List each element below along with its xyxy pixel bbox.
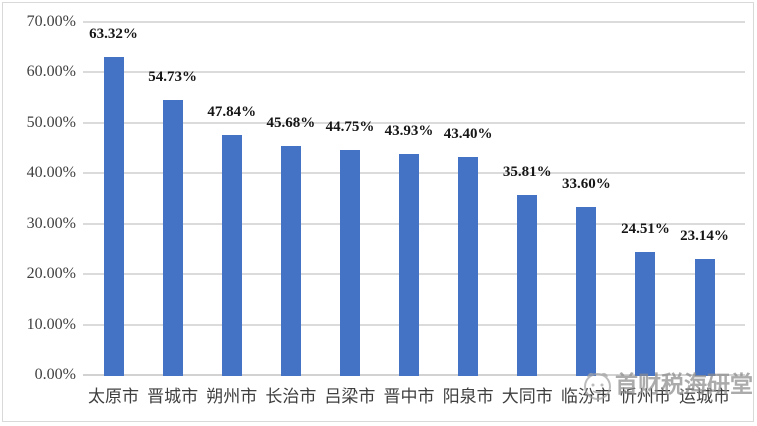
bar-晋中市 (399, 154, 420, 376)
y-tick-label: 40.00% (26, 164, 76, 182)
x-axis-label: 运城市 (679, 387, 731, 406)
x-axis-label: 晋城市 (147, 387, 199, 406)
x-axis-label: 吕梁市 (324, 387, 376, 406)
bar-朔州市 (221, 134, 242, 376)
y-tick-label: 70.00% (26, 13, 76, 30)
bar-长治市 (280, 145, 301, 376)
x-axis-label: 晋中市 (383, 387, 435, 406)
data-label: 54.73% (148, 69, 198, 86)
watermark-text: 首财税海研堂 (615, 372, 753, 397)
gridline (83, 121, 745, 124)
bar-吕梁市 (339, 150, 360, 376)
x-axis-label: 阳泉市 (442, 387, 494, 406)
data-label: 43.93% (384, 123, 434, 140)
bar-运城市 (694, 259, 715, 376)
watermark: 首财税海研堂 (582, 369, 753, 401)
data-label: 35.81% (502, 164, 552, 181)
gridline (83, 21, 745, 23)
y-tick-label: 50.00% (26, 113, 76, 131)
bar-阳泉市 (458, 157, 479, 376)
gridline (83, 71, 745, 74)
data-label: 23.14% (680, 228, 729, 245)
bar-大同市 (517, 195, 538, 376)
y-tick-label: 60.00% (26, 63, 76, 81)
y-tick-label: 30.00% (26, 214, 76, 232)
bar-晋城市 (162, 100, 183, 376)
y-tick-label: 0.00% (34, 366, 76, 383)
x-axis-label: 长治市 (265, 387, 317, 406)
data-label: 24.51% (621, 221, 670, 238)
data-label: 43.40% (443, 126, 493, 143)
y-tick-label: 10.00% (26, 315, 76, 333)
bar-太原市 (103, 56, 124, 376)
face-logo-icon (584, 372, 611, 400)
x-axis-label: 太原市 (88, 387, 140, 406)
data-label: 47.84% (207, 103, 257, 120)
data-label: 63.32% (89, 25, 138, 42)
data-label: 33.60% (561, 175, 611, 192)
x-axis-label: 大同市 (501, 387, 553, 406)
x-axis-label: 朔州市 (206, 387, 258, 406)
data-label: 44.75% (325, 119, 375, 136)
y-tick-label: 20.00% (26, 265, 76, 283)
bar-忻州市 (635, 252, 656, 376)
x-axis-label: 忻州市 (619, 387, 671, 406)
bar-临汾市 (576, 206, 597, 376)
data-label: 45.68% (266, 114, 316, 131)
